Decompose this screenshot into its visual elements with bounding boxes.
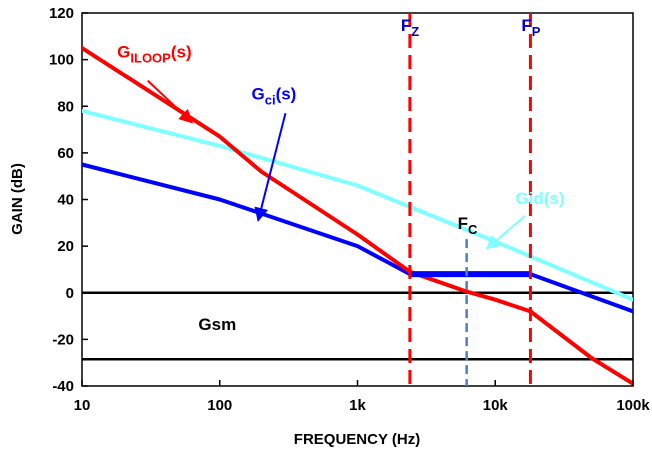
series-gid-line bbox=[82, 108, 633, 302]
y-tick-label: 60 bbox=[57, 145, 74, 162]
x-axis-label: FREQUENCY (Hz) bbox=[294, 431, 420, 448]
annotation-gsm-label: Gsm bbox=[198, 315, 236, 334]
marker-label-sub: C bbox=[468, 222, 478, 237]
x-axis-ticks: 10 100 1k 10k 100k bbox=[74, 380, 650, 414]
annotation-gid-label: Gid(s) bbox=[515, 189, 564, 208]
series-layer bbox=[82, 46, 633, 386]
marker-label-sub: P bbox=[532, 24, 541, 39]
x-tick-label: 10k bbox=[483, 397, 509, 414]
y-tick-label: 80 bbox=[57, 98, 74, 115]
y-tick-label: -20 bbox=[52, 331, 74, 348]
x-tick-label: 10 bbox=[74, 397, 91, 414]
x-tick-label: 100k bbox=[616, 397, 650, 414]
annotation-main: Gid(s) bbox=[515, 189, 564, 208]
y-tick-label: 100 bbox=[49, 52, 74, 69]
y-tick-label: 20 bbox=[57, 238, 74, 255]
x-tick-label: 100 bbox=[207, 397, 232, 414]
y-axis-ticks: 120 100 80 60 40 20 0 -20 -40 bbox=[49, 5, 88, 395]
annotation-sub: ILOOP bbox=[130, 50, 171, 65]
y-tick-label: -40 bbox=[52, 378, 74, 395]
x-tick-label: 1k bbox=[349, 397, 366, 414]
annotation-sub: ci bbox=[265, 92, 276, 107]
y-tick-label: 0 bbox=[66, 285, 74, 302]
marker-label-main: F bbox=[458, 214, 468, 233]
y-tick-label: 120 bbox=[49, 5, 74, 22]
y-tick-label: 40 bbox=[57, 192, 74, 209]
y-axis-label: GAIN (dB) bbox=[9, 163, 26, 235]
marker-label-sub: Z bbox=[411, 24, 419, 39]
marker-fp-label: FP bbox=[521, 16, 540, 39]
annotations: GILOOP(s)Gci(s)Gid(s)Gsm bbox=[117, 42, 564, 334]
marker-fc-label: FC bbox=[458, 214, 478, 237]
annotation-main: G bbox=[117, 42, 130, 61]
annotation-giloop-label: GILOOP(s) bbox=[117, 42, 191, 65]
horizontal-lines bbox=[82, 291, 633, 361]
annotation-gci-label: Gci(s) bbox=[251, 84, 296, 107]
annotation-giloop-arrow bbox=[147, 79, 194, 124]
annotation-suffix: (s) bbox=[171, 42, 192, 61]
marker-label-main: F bbox=[401, 16, 411, 35]
annotation-suffix: (s) bbox=[276, 84, 297, 103]
series-giloop-line bbox=[82, 46, 633, 386]
series-gci-line bbox=[82, 162, 633, 314]
marker-fz-label: FZ bbox=[401, 16, 419, 39]
annotation-gid-arrow bbox=[485, 215, 526, 250]
annotation-gci-arrow bbox=[254, 112, 287, 222]
annotation-main: Gsm bbox=[198, 315, 236, 334]
marker-label-main: F bbox=[521, 16, 531, 35]
annotation-main: G bbox=[251, 84, 264, 103]
plot-area bbox=[81, 12, 634, 387]
